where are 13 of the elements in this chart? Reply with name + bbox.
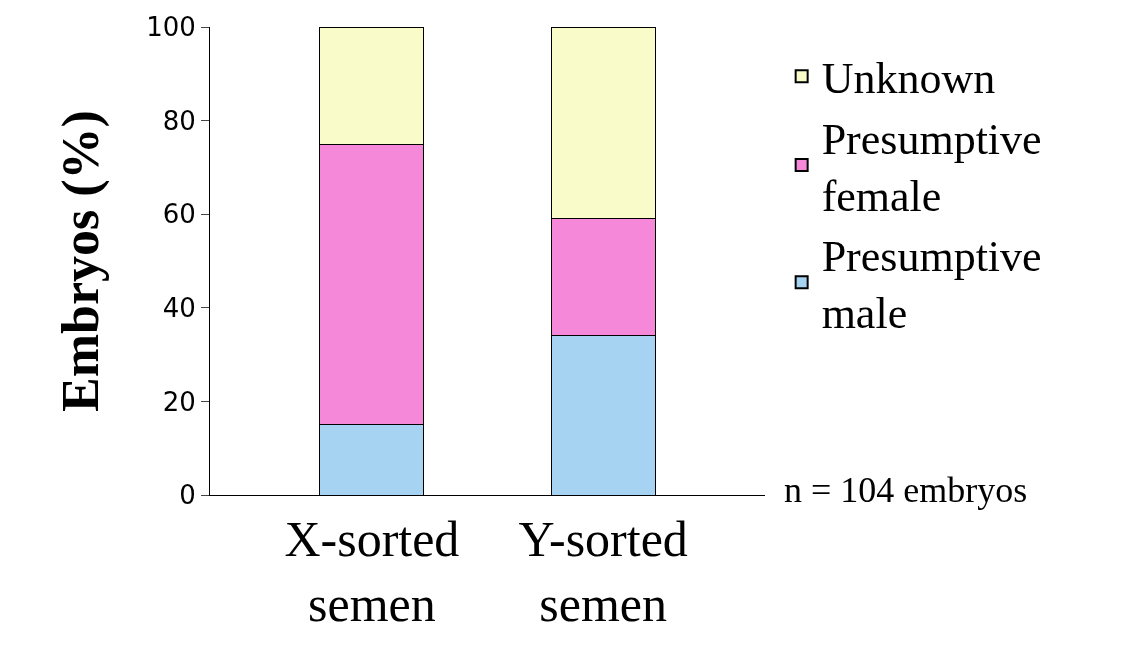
text: n = 104 embryos bbox=[784, 470, 1028, 510]
y-tick-label: 60 bbox=[162, 199, 196, 230]
y-tick-label: 80 bbox=[162, 105, 196, 136]
legend-label: Unknown bbox=[821, 54, 996, 104]
y-tick-label: 20 bbox=[162, 386, 196, 417]
x-tick-label: X-sorted semen bbox=[284, 511, 460, 632]
y-axis-title: Embryos (%) bbox=[52, 110, 111, 412]
x-tick-label: Y-sorted semen bbox=[518, 511, 688, 632]
y-tick-label: 0 bbox=[179, 480, 196, 511]
legend-label: Presumptive female bbox=[821, 114, 1042, 221]
legend-label: Presumptive male bbox=[821, 231, 1042, 339]
y-tick-label: 40 bbox=[162, 292, 196, 323]
y-tick-label: 100 bbox=[146, 12, 196, 43]
